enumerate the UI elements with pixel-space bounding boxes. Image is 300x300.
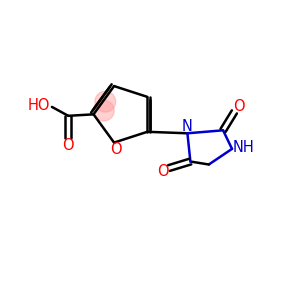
Text: O: O <box>62 138 74 153</box>
Text: O: O <box>157 164 168 178</box>
Text: NH: NH <box>232 140 254 155</box>
Text: N: N <box>182 119 192 134</box>
Circle shape <box>95 91 116 112</box>
Text: O: O <box>233 99 245 114</box>
Text: HO: HO <box>27 98 50 113</box>
Circle shape <box>93 100 114 121</box>
Text: O: O <box>110 142 122 157</box>
